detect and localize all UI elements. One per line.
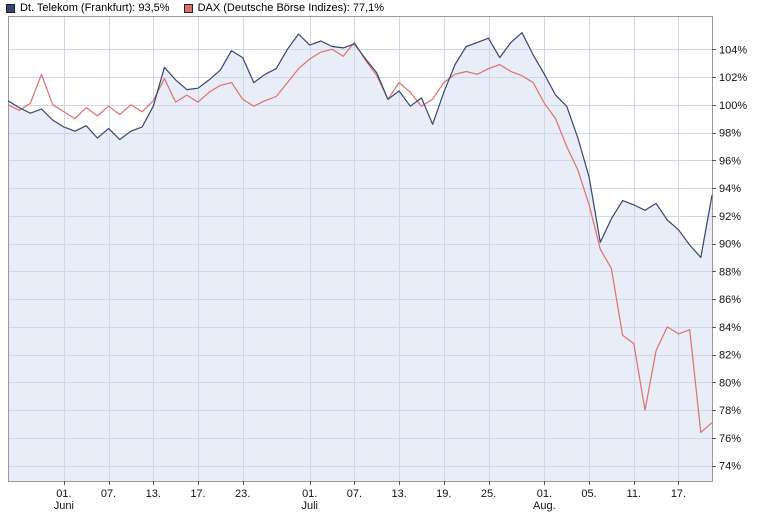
legend-item-telekom: Dt. Telekom (Frankfurt): 93,5% [6, 2, 170, 14]
y-tick-label: 98% [719, 128, 741, 140]
area-fill-telekom [8, 32, 712, 481]
y-tick-label: 76% [719, 433, 741, 445]
x-tick-label: 07. [101, 488, 116, 500]
y-tick-label: 84% [719, 322, 741, 334]
y-tick-label: 96% [719, 155, 741, 167]
x-tick-label: 13. [146, 488, 161, 500]
x-tick-label: 17. [671, 488, 686, 500]
telekom-swatch-icon [6, 3, 15, 13]
y-tick-label: 92% [719, 211, 741, 223]
x-tick-sublabel: Juni [54, 500, 74, 512]
y-axis-labels: 74% 76% 78% 80% 82% 84% 86% 88% 90% 92% 94% 96% 98% 1… [712, 44, 747, 473]
x-tick-label: 01. [302, 488, 317, 500]
x-tick-label: 05. [581, 488, 596, 500]
x-tick-label: 11. [627, 488, 641, 500]
y-tick-label: 94% [719, 183, 741, 195]
x-tick-sublabel: Aug. [533, 500, 556, 512]
x-tick-label: 25. [481, 488, 496, 500]
y-tick-label: 82% [719, 350, 741, 362]
gridlines [8, 16, 712, 481]
y-tick-label: 90% [719, 239, 741, 251]
y-tick-label: 104% [719, 44, 747, 56]
x-tick-label: 01. [537, 488, 552, 500]
chart-legend: Dt. Telekom (Frankfurt): 93,5% DAX (Deut… [6, 2, 384, 14]
y-tick-label: 100% [719, 100, 747, 112]
x-tick-label: 17. [190, 488, 205, 500]
series-line-telekom [7, 32, 713, 259]
x-tick-label: 13. [391, 488, 406, 500]
legend-item-dax: DAX (Deutsche Börse Indizes): 77,1% [183, 2, 385, 14]
x-tick-label: 07. [347, 488, 362, 500]
y-tick-label: 78% [719, 405, 741, 417]
y-tick-label: 74% [719, 461, 741, 473]
x-tick-sublabel: Juli [301, 500, 318, 512]
x-tick-label: 23. [235, 488, 250, 500]
legend-label-telekom: Dt. Telekom (Frankfurt): 93,5% [20, 2, 170, 14]
y-tick-label: 80% [719, 377, 741, 389]
plot-border [8, 16, 713, 482]
dax-swatch-icon [183, 3, 193, 13]
x-tick-label: 01. [56, 488, 71, 500]
y-tick-label: 88% [719, 266, 741, 278]
x-tick-label: 19. [436, 488, 451, 500]
legend-label-dax: DAX (Deutsche Börse Indizes): 77,1% [197, 2, 385, 14]
y-tick-label: 86% [719, 294, 741, 306]
y-tick-label: 102% [719, 72, 747, 84]
